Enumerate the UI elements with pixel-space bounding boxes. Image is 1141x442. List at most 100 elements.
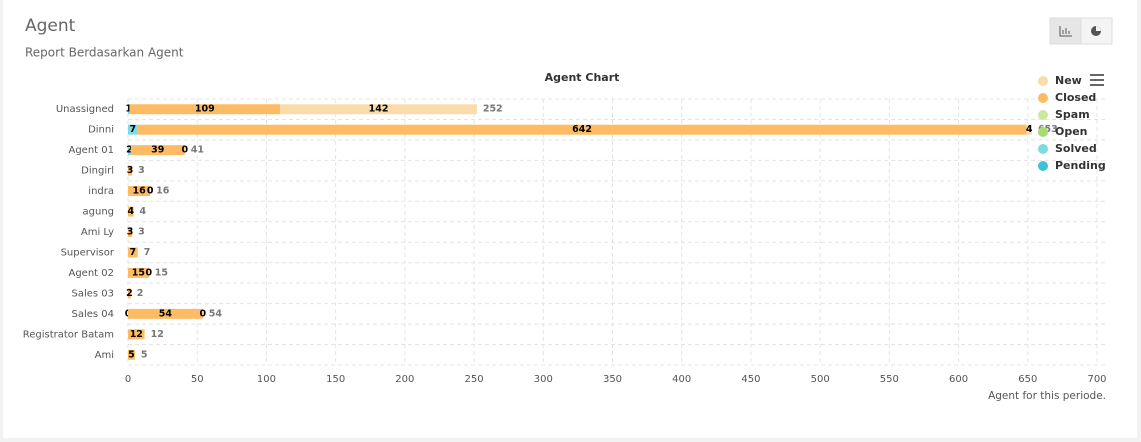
- data-label: 0: [199, 308, 206, 319]
- bar-segment: [128, 227, 133, 237]
- data-label: 7: [130, 247, 137, 258]
- legend-label: Pending: [1055, 159, 1106, 172]
- pie-icon-slice: [1096, 26, 1101, 31]
- data-label: 0: [145, 267, 152, 278]
- bar-segment: [128, 247, 138, 258]
- data-label: 5: [128, 349, 135, 360]
- data-label: 12: [130, 329, 143, 340]
- total-label: 2: [137, 288, 144, 299]
- x-tick-label: 200: [395, 374, 414, 385]
- legend-marker: [1038, 127, 1048, 137]
- x-tick-label: 650: [1018, 374, 1037, 385]
- x-tick-label: 600: [949, 374, 968, 385]
- legend-label: Spam: [1055, 108, 1090, 121]
- data-label: 15: [132, 267, 145, 278]
- bar-icon: [1059, 26, 1072, 37]
- bar-segment: [128, 104, 130, 115]
- data-label: 109: [195, 104, 215, 115]
- y-tick-label: Registrator Batam: [23, 329, 114, 340]
- legend-marker: [1038, 144, 1048, 154]
- y-tick-label: Sales 04: [71, 309, 114, 320]
- data-label: 2: [126, 145, 133, 156]
- data-label: 642: [572, 124, 592, 135]
- x-tick-label: 500: [811, 374, 830, 385]
- bar-segment: [130, 145, 185, 156]
- x-tick-label: 150: [326, 374, 345, 385]
- total-label: 3: [138, 227, 145, 238]
- x-tick-label: 700: [1087, 374, 1106, 385]
- y-tick-label: Dinni: [88, 125, 114, 136]
- bar-segment: [128, 186, 151, 197]
- legend-label: Solved: [1055, 142, 1097, 155]
- total-label: 5: [141, 349, 148, 360]
- data-label: 1: [125, 104, 132, 115]
- data-label: 4: [1026, 124, 1033, 135]
- x-tick-label: 300: [534, 374, 553, 385]
- x-tick-label: 250: [465, 374, 484, 385]
- bar-segment: [128, 206, 134, 217]
- chart-title: Agent Chart: [545, 71, 620, 84]
- legend-label: Open: [1055, 125, 1088, 138]
- legend-label: Closed: [1055, 91, 1096, 104]
- y-tick-label: Agent 01: [68, 145, 114, 156]
- page-title: Agent: [25, 16, 76, 36]
- total-label: 653: [1038, 124, 1058, 135]
- y-tick-label: Unassigned: [56, 104, 114, 115]
- axis-title: Agent for this periode.: [988, 390, 1106, 402]
- y-tick-label: indra: [88, 186, 114, 197]
- total-label: 7: [144, 247, 151, 258]
- total-label: 3: [138, 165, 145, 176]
- x-tick-label: 100: [257, 374, 276, 385]
- x-tick-label: 400: [672, 374, 691, 385]
- legend-marker: [1038, 93, 1048, 103]
- x-tick-label: 0: [125, 374, 131, 385]
- legend-marker: [1038, 76, 1048, 86]
- legend-marker: [1038, 110, 1048, 120]
- legend-marker: [1038, 161, 1048, 171]
- data-label: 0: [181, 145, 188, 156]
- x-tick-label: 450: [741, 374, 760, 385]
- page-subtitle: Report Berdasarkan Agent: [25, 46, 184, 60]
- total-label: 252: [483, 104, 503, 115]
- data-label: 0: [147, 186, 154, 197]
- data-label: 39: [151, 145, 164, 156]
- legend-label: New: [1055, 74, 1082, 87]
- y-tick-label: Supervisor: [61, 247, 115, 258]
- x-tick-label: 350: [603, 374, 622, 385]
- bar-segment: [137, 124, 1027, 135]
- total-label: 41: [191, 145, 204, 156]
- total-label: 16: [156, 186, 170, 197]
- total-label: 54: [209, 308, 223, 319]
- bar-segment: [128, 308, 203, 319]
- bar-segment: [129, 104, 281, 115]
- data-label: 4: [127, 206, 134, 217]
- y-tick-label: Ami: [95, 350, 114, 361]
- x-tick-label: 550: [880, 374, 899, 385]
- total-label: 4: [140, 206, 147, 217]
- total-label: 15: [155, 267, 168, 278]
- bar-segment: [128, 165, 133, 176]
- bar-segment: [128, 288, 131, 299]
- bar-segment: [1026, 124, 1032, 135]
- bar-segment: [128, 349, 135, 360]
- data-label: 54: [159, 308, 173, 319]
- menu-icon[interactable]: [1090, 74, 1104, 86]
- x-tick-label: 50: [191, 374, 204, 385]
- y-tick-label: Ami Ly: [81, 227, 114, 238]
- bar-segment: [128, 267, 149, 278]
- data-label: 16: [132, 186, 146, 197]
- bar-segment: [280, 104, 477, 115]
- y-tick-label: Agent 02: [68, 268, 114, 279]
- data-label: 2: [126, 288, 133, 299]
- bar-segment: [128, 145, 131, 156]
- total-label: 12: [151, 329, 164, 340]
- data-label: 3: [127, 165, 134, 176]
- data-label: 142: [369, 104, 389, 115]
- bar-segment: [128, 124, 138, 135]
- y-tick-label: Sales 03: [71, 288, 114, 299]
- y-tick-label: Dingirl: [81, 166, 114, 177]
- data-label: 7: [130, 124, 137, 135]
- y-tick-label: agung: [83, 207, 115, 218]
- bar-segment: [128, 329, 145, 340]
